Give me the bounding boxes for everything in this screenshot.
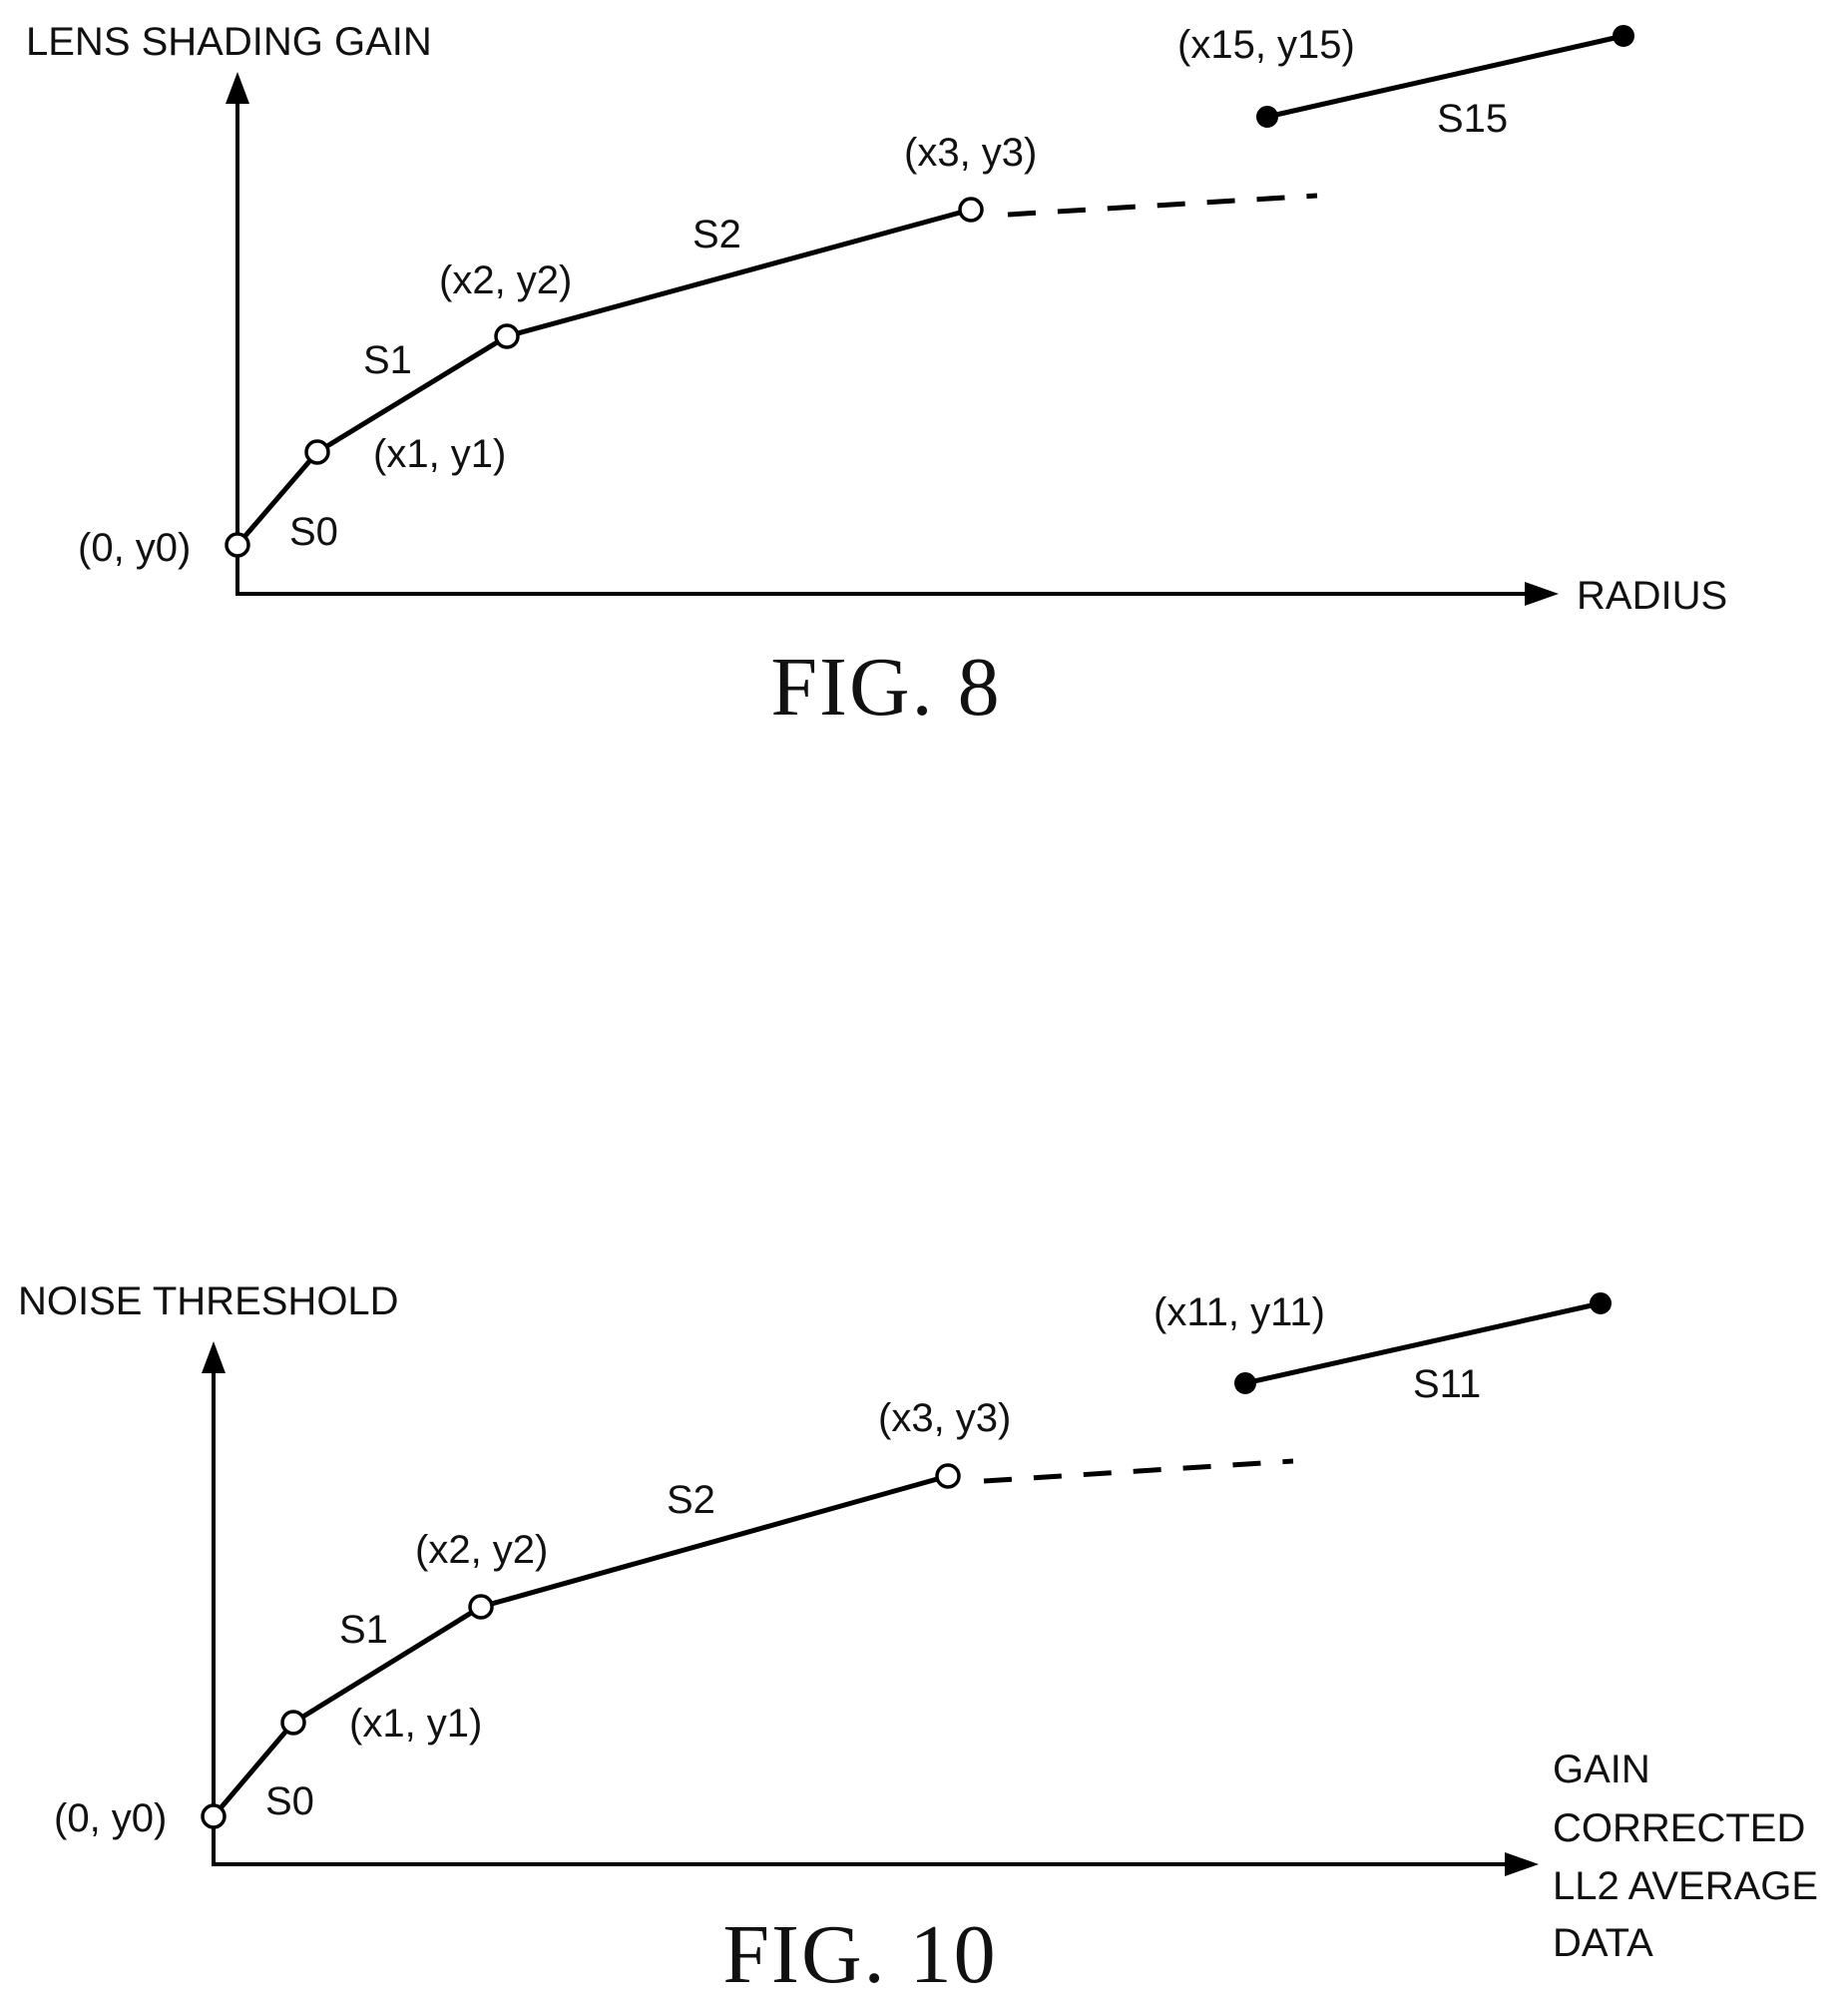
fig8-x-axis-label: RADIUS — [1577, 574, 1727, 618]
fig8-point-1 — [304, 439, 330, 465]
fig10-point-last — [1590, 1292, 1612, 1314]
fig8-dashed-continuation — [1007, 193, 1318, 218]
fig10-point-last-start — [1234, 1372, 1256, 1394]
fig10-segment-s1-label: S1 — [339, 1608, 388, 1652]
fig8-point-2 — [494, 323, 520, 349]
fig10-point-last-label: (x11, y11) — [1154, 1290, 1325, 1334]
fig10-last-segment — [1242, 1300, 1604, 1386]
fig10-graph: NOISE THRESHOLD GAIN CORRECTED LL2 AVERA… — [18, 1279, 1829, 2001]
figure-8: LENS SHADING GAIN RADIUS (0, y0) (x1, y1… — [0, 0, 1848, 758]
fig8-point-1-label: (x1, y1) — [373, 432, 506, 476]
fig8-point-2-label: (x2, y2) — [439, 258, 572, 302]
fig8-segment-s2-label: S2 — [693, 213, 741, 256]
fig10-piecewise-curve — [211, 1473, 951, 1819]
fig8-graph: LENS SHADING GAIN RADIUS (0, y0) (x1, y1… — [26, 20, 1727, 734]
fig8-point-0-label: (0, y0) — [78, 526, 191, 570]
fig10-point-2 — [468, 1594, 494, 1620]
fig8-segment-slast-label: S15 — [1437, 97, 1508, 141]
fig10-point-0-label: (0, y0) — [54, 1796, 167, 1840]
fig8-y-axis-label: LENS SHADING GAIN — [26, 20, 432, 64]
fig8-axes — [226, 72, 1559, 606]
fig10-point-1-label: (x1, y1) — [349, 1702, 482, 1746]
fig10-point-1 — [280, 1710, 306, 1736]
fig10-x-axis-label: GAIN CORRECTED LL2 AVERAGE DATA — [1553, 1748, 1829, 1965]
fig10-caption: FIG. 10 — [722, 1908, 997, 2001]
fig10-dashed-continuation — [983, 1458, 1294, 1484]
fig8-point-last-label: (x15, y15) — [1177, 23, 1355, 67]
fig10-x-axis-arrowhead — [1505, 1852, 1539, 1876]
fig10-point-0 — [201, 1803, 227, 1829]
fig8-piecewise-curve — [234, 207, 974, 548]
fig8-point-3 — [958, 197, 984, 223]
fig8-segment-s0-label: S0 — [289, 510, 338, 554]
fig10-point-3-label: (x3, y3) — [878, 1396, 1011, 1440]
fig8-point-0 — [225, 532, 250, 558]
fig10-segment-s0-label: S0 — [265, 1779, 314, 1823]
fig10-segment-s2-label: S2 — [667, 1478, 715, 1522]
fig8-point-last-start — [1256, 106, 1278, 128]
fig10-x-axis-label-line-1: GAIN — [1553, 1748, 1650, 1791]
fig8-last-segment — [1264, 33, 1626, 120]
fig10-point-3 — [935, 1463, 961, 1489]
fig8-point-3-label: (x3, y3) — [904, 131, 1037, 175]
fig10-segment-slast-label: S11 — [1413, 1362, 1481, 1406]
fig8-caption: FIG. 8 — [770, 641, 1001, 734]
fig10-x-axis-label-line-2: CORRECTED — [1553, 1806, 1805, 1850]
figure-10: NOISE THRESHOLD GAIN CORRECTED LL2 AVERA… — [0, 1267, 1848, 2006]
fig8-point-last — [1613, 25, 1634, 47]
fig8-x-axis-arrowhead — [1525, 582, 1559, 606]
fig10-x-axis-label-line-4: DATA — [1553, 1921, 1653, 1965]
fig10-y-axis-label: NOISE THRESHOLD — [18, 1279, 399, 1323]
fig10-x-axis-label-line-3: LL2 AVERAGE — [1553, 1864, 1818, 1908]
fig10-axes — [202, 1341, 1539, 1876]
fig8-segment-s1-label: S1 — [363, 338, 412, 382]
fig10-point-2-label: (x2, y2) — [415, 1528, 548, 1572]
fig10-y-axis-arrowhead — [202, 1341, 226, 1373]
fig8-y-axis-arrowhead — [226, 72, 249, 104]
